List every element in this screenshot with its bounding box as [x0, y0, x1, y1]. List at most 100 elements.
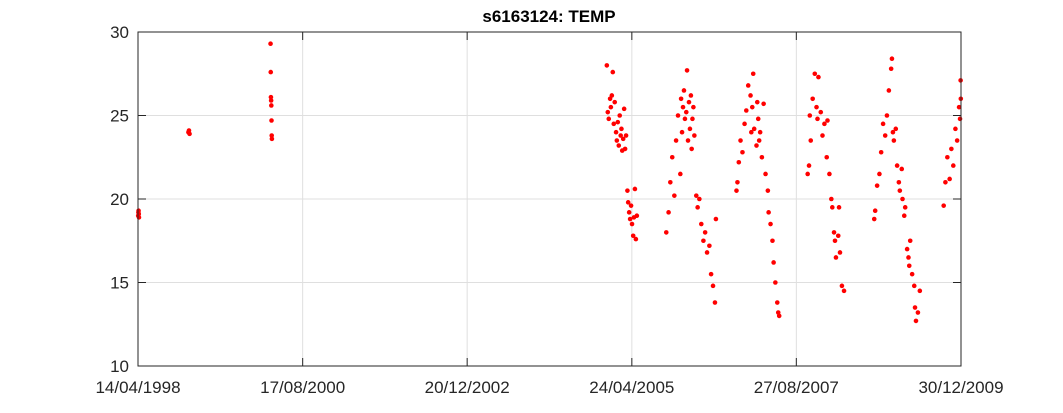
- data-point: [627, 216, 633, 222]
- data-point: [771, 260, 776, 265]
- data-point: [872, 208, 878, 213]
- data-point: [668, 180, 673, 185]
- y-tick-label: 15: [110, 274, 129, 293]
- data-point: [896, 180, 902, 185]
- data-point: [712, 300, 718, 305]
- data-point: [832, 238, 838, 244]
- data-point: [606, 116, 612, 122]
- data-point: [941, 203, 946, 208]
- data-point: [841, 288, 847, 294]
- data-point: [827, 171, 832, 177]
- data-point: [880, 121, 886, 127]
- data-point: [894, 163, 900, 168]
- data-point: [625, 200, 631, 205]
- data-point: [890, 129, 896, 135]
- data-point: [756, 138, 762, 143]
- data-point: [761, 101, 766, 107]
- data-point: [757, 129, 763, 135]
- data-point: [666, 210, 671, 215]
- data-point: [945, 154, 950, 160]
- data-point: [692, 133, 697, 138]
- data-point: [947, 176, 952, 182]
- data-point: [609, 93, 615, 98]
- data-point: [806, 163, 812, 168]
- data-point: [632, 186, 638, 192]
- data-point: [755, 116, 761, 122]
- data-point: [701, 238, 706, 244]
- data-point: [691, 104, 696, 110]
- data-point: [268, 41, 273, 46]
- data-point: [633, 236, 639, 242]
- data-point: [612, 99, 618, 105]
- data-point: [805, 171, 810, 177]
- data-point: [268, 69, 274, 75]
- data-point: [836, 205, 842, 210]
- data-point: [713, 216, 719, 222]
- data-point: [810, 96, 815, 102]
- x-tick-label: 17/08/2000: [260, 378, 345, 397]
- data-point: [913, 318, 919, 324]
- data-point: [830, 205, 835, 210]
- data-point: [909, 271, 915, 277]
- data-point: [679, 129, 685, 135]
- data-point: [808, 138, 814, 143]
- data-point: [818, 109, 824, 115]
- chart-title: s6163124: TEMP: [482, 7, 615, 26]
- data-point: [710, 283, 716, 289]
- data-point: [695, 205, 700, 210]
- data-point: [734, 188, 739, 193]
- data-point: [748, 93, 753, 98]
- data-point: [626, 210, 632, 215]
- data-point: [745, 83, 751, 88]
- data-point: [814, 104, 819, 110]
- data-point: [672, 193, 677, 198]
- data-point: [807, 113, 813, 118]
- data-point: [698, 221, 704, 227]
- data-point: [687, 126, 693, 132]
- data-point: [268, 94, 274, 100]
- data-point: [663, 230, 669, 235]
- data-point: [907, 238, 913, 244]
- data-point: [825, 118, 830, 123]
- data-point: [268, 98, 274, 103]
- data-point: [738, 138, 743, 143]
- data-point: [839, 283, 845, 289]
- data-point: [736, 159, 742, 165]
- data-point: [906, 255, 911, 260]
- data-point: [754, 143, 759, 148]
- data-point: [634, 213, 640, 218]
- data-point: [693, 193, 699, 198]
- data-point: [605, 109, 611, 115]
- data-point: [759, 154, 765, 160]
- data-point: [949, 146, 954, 152]
- data-point: [269, 136, 275, 142]
- data-point: [688, 93, 694, 98]
- grid-lines: [138, 32, 961, 366]
- data-point: [269, 103, 274, 108]
- data-point: [136, 208, 141, 213]
- data-point: [824, 154, 830, 160]
- data-point: [911, 283, 917, 289]
- data-point: [943, 180, 948, 185]
- data-point: [888, 66, 894, 72]
- data-point: [835, 233, 841, 239]
- data-point: [877, 171, 882, 177]
- x-tick-label: 14/04/1998: [95, 378, 180, 397]
- data-point: [957, 116, 963, 122]
- data-point: [684, 68, 690, 73]
- data-point: [136, 215, 142, 220]
- x-tick-label: 24/04/2005: [589, 378, 674, 397]
- data-point: [630, 233, 636, 239]
- data-point: [893, 126, 899, 132]
- data-point: [900, 196, 905, 202]
- data-point: [675, 113, 681, 118]
- x-tick-label: 20/12/2002: [425, 378, 510, 397]
- data-point: [669, 154, 675, 160]
- data-point: [956, 104, 962, 110]
- data-point: [886, 88, 892, 93]
- data-point: [768, 221, 773, 227]
- data-point: [912, 305, 918, 310]
- data-point: [837, 250, 843, 255]
- data-point: [754, 99, 760, 105]
